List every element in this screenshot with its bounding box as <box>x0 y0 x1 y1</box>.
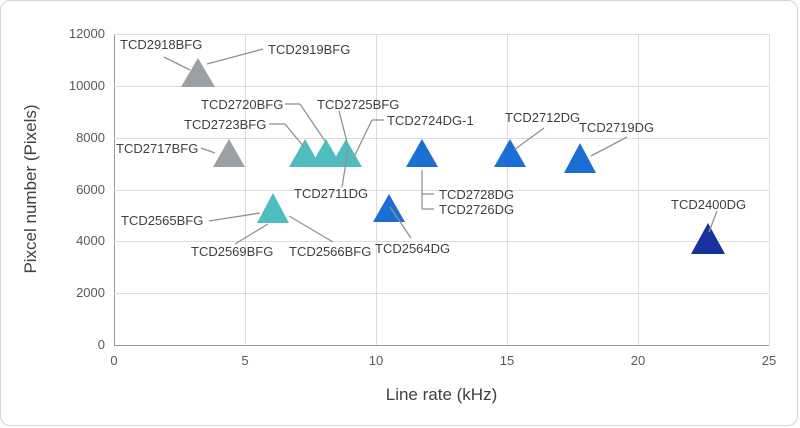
data-point-marker <box>256 192 289 223</box>
series-point-label: TCD2726DG <box>439 202 515 217</box>
series-point-label: TCD2724DG-1 <box>387 113 474 128</box>
series-point-label: TCD2712DG <box>505 110 581 125</box>
x-tick-label: 20 <box>630 353 646 368</box>
x-tick-label: 25 <box>761 353 777 368</box>
series-point-label: TCD2919BFG <box>268 42 351 57</box>
data-point-marker <box>405 139 438 168</box>
series-point-label: TCD2918BFG <box>120 37 203 52</box>
horizontal-gridline <box>114 241 769 243</box>
series-point-label: TCD2566BFG <box>289 244 372 259</box>
leader-line <box>206 48 264 65</box>
y-tick-label: 8000 <box>76 129 105 145</box>
y-tick-label: 0 <box>97 337 105 352</box>
series-point-label: TCD2564DG <box>375 241 451 256</box>
y-tick-label: 6000 <box>76 181 105 197</box>
data-point-marker <box>213 139 246 168</box>
y-tick-label: 2000 <box>76 285 105 301</box>
data-point-marker <box>563 143 596 174</box>
y-tick-label: 12000 <box>68 26 105 41</box>
series-point-label: TCD2711DG <box>294 186 369 201</box>
series-point-label: TCD2720BFG <box>201 97 284 112</box>
data-point-marker <box>373 193 406 222</box>
y-axis-title: Pixcel number (Pixels) <box>21 104 40 274</box>
horizontal-gridline <box>114 137 769 139</box>
series-point-label: TCD2728DG <box>439 187 515 202</box>
x-tick-label: 15 <box>499 353 515 368</box>
horizontal-gridline <box>114 293 769 295</box>
horizontal-gridline <box>114 189 769 191</box>
series-point-label: TCD2719DG <box>579 120 655 135</box>
x-tick-label: 5 <box>241 353 249 368</box>
data-point-marker <box>329 139 362 168</box>
x-axis-title: Line rate (kHz) <box>385 385 498 404</box>
vertical-gridline <box>769 34 770 345</box>
x-axis-line <box>114 345 769 346</box>
series-point-label: TCD2565BFG <box>121 213 204 228</box>
leader-line <box>590 136 628 157</box>
horizontal-gridline <box>114 34 769 35</box>
y-tick-label: 4000 <box>76 233 105 249</box>
series-point-label: TCD2723BFG <box>184 117 267 132</box>
data-point-marker <box>493 139 526 168</box>
y-tick-label: 10000 <box>68 77 105 93</box>
data-point-marker <box>180 58 215 88</box>
series-point-label: TCD2569BFG <box>191 244 274 259</box>
series-point-label: TCD2725BFG <box>317 97 400 112</box>
x-tick-label: 10 <box>368 353 384 368</box>
series-point-label: TCD2717BFG <box>116 141 199 156</box>
horizontal-gridline <box>114 85 769 87</box>
x-tick-label: 0 <box>110 353 118 368</box>
data-point-marker <box>691 223 726 255</box>
series-point-label: TCD2400DG <box>671 197 747 212</box>
leader-line <box>208 212 261 222</box>
leader-line <box>288 215 334 243</box>
